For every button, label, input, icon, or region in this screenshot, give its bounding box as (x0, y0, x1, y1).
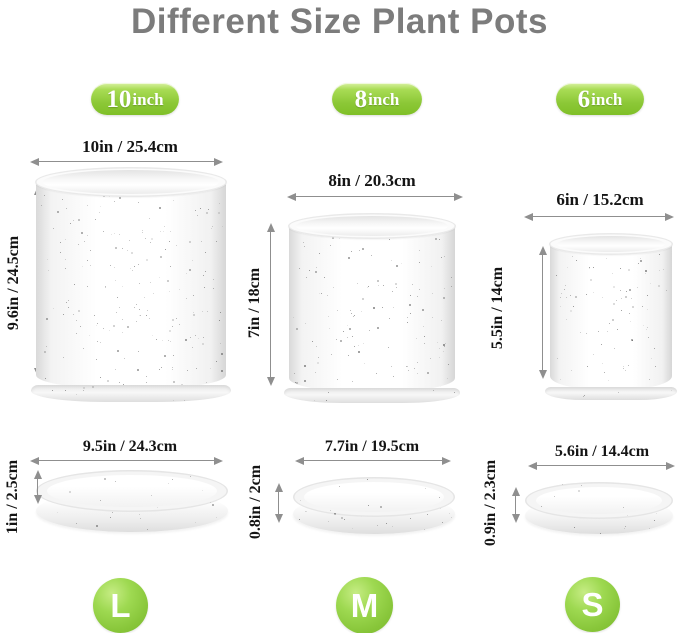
pot-medium (288, 213, 456, 403)
badge-number: 10 (106, 87, 131, 112)
badge-unit: inch (591, 91, 622, 108)
saucer-l-width-label: 9.5in / 24.3cm (32, 438, 228, 456)
pot-s-width-arrow (524, 212, 674, 221)
saucer-top (525, 482, 673, 519)
pot-base-tray (284, 388, 460, 403)
pot-small (549, 233, 673, 400)
saucer-l-width-arrow (30, 456, 223, 465)
pot-m-height-arrow (266, 223, 275, 386)
product-size-diagram: Different Size Plant Pots 10 inch 8 inch 6… (0, 0, 679, 633)
size-letter-medium: M (336, 577, 393, 633)
pot-l-height-label: 9.6in / 24.5cm (5, 213, 25, 353)
saucer-m-width-arrow (295, 456, 451, 465)
size-badge-10inch: 10 inch (91, 83, 179, 115)
pot-s-width-label: 6in / 15.2cm (525, 191, 675, 210)
pot-s-height-label: 5.5in / 14cm (489, 238, 509, 378)
saucer-small (525, 482, 673, 534)
saucer-s-width-label: 5.6in / 14.4cm (527, 443, 677, 461)
saucer-s-width-arrow (528, 461, 675, 470)
pot-body (550, 244, 672, 390)
size-letter-small: S (565, 577, 620, 632)
pot-body (36, 182, 226, 389)
pot-m-width-label: 8in / 20.3cm (277, 172, 467, 191)
saucer-l-height-label: 1in / 2.5cm (4, 427, 24, 567)
saucer-top (36, 470, 228, 512)
saucer-large (36, 470, 228, 532)
pot-opening (35, 167, 227, 197)
size-badge-8inch: 8 inch (332, 83, 422, 115)
saucer-m-height-arrow (274, 483, 283, 523)
badge-unit: inch (368, 91, 399, 108)
badge-number: 8 (355, 87, 368, 112)
saucer-medium (293, 477, 455, 534)
badge-number: 6 (578, 87, 591, 112)
pot-base-tray (545, 387, 677, 400)
saucer-l-height-arrow (33, 470, 42, 504)
pot-base-tray (31, 385, 231, 402)
saucer-m-height-label: 0.8in / 2cm (247, 432, 267, 572)
pot-large (35, 167, 227, 402)
pot-m-width-arrow (287, 192, 463, 201)
pot-l-width-label: 10in / 25.4cm (31, 138, 229, 157)
saucer-s-height-label: 0.9in / 2.3cm (482, 433, 502, 573)
size-letter-large: L (93, 578, 148, 633)
pot-l-width-arrow (30, 157, 223, 166)
pot-opening (549, 233, 673, 255)
pot-opening (288, 213, 456, 239)
pot-m-height-label: 7in / 18cm (246, 233, 266, 373)
saucer-m-width-label: 7.7in / 19.5cm (277, 438, 467, 456)
badge-unit: inch (132, 91, 163, 108)
page-title: Different Size Plant Pots (0, 2, 679, 42)
pot-body (289, 226, 455, 392)
saucer-top (293, 477, 455, 517)
size-badge-6inch: 6 inch (556, 83, 644, 115)
pot-s-height-arrow (538, 246, 547, 379)
saucer-s-height-arrow (511, 487, 520, 523)
